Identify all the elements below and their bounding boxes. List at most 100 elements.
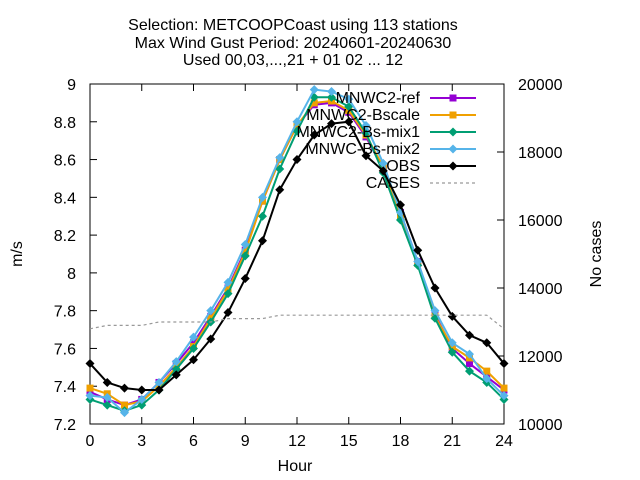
chart-title-line: Selection: METCOOPCoast using 113 statio…: [128, 17, 458, 34]
data-point: [171, 370, 181, 380]
series-mnwc2-bs-mix1: [85, 92, 509, 416]
y2-tick-label: 20000: [518, 77, 563, 94]
data-point: [447, 347, 457, 357]
data-point: [430, 306, 440, 316]
y-tick-label: 8.2: [54, 228, 76, 245]
y2-tick-label: 10000: [518, 417, 563, 434]
data-point: [500, 384, 508, 392]
y-axis-label: m/s: [9, 241, 26, 267]
y-tick-label: 7.8: [54, 304, 76, 321]
data-point: [137, 400, 147, 410]
data-point: [189, 355, 198, 365]
x-tick-label: 6: [189, 433, 198, 450]
data-point: [378, 166, 388, 176]
data-point: [466, 360, 473, 368]
data-point: [206, 306, 216, 316]
series-mnwc2-bscale: [86, 97, 508, 409]
data-point: [344, 117, 354, 127]
data-point: [85, 359, 95, 369]
data-point: [120, 383, 129, 393]
series-obs: [85, 117, 509, 395]
data-point: [430, 283, 440, 293]
data-point: [465, 349, 474, 359]
y2-axis-label: No cases: [588, 221, 605, 288]
data-point: [292, 117, 302, 127]
legend-marker: [449, 94, 457, 102]
data-point: [258, 236, 267, 246]
data-point: [171, 357, 181, 367]
data-point: [344, 94, 354, 104]
data-point: [137, 385, 147, 395]
legend-marker: [448, 144, 458, 154]
data-point: [120, 408, 129, 418]
data-point: [361, 121, 371, 131]
series-line: [89, 100, 505, 407]
data-point: [447, 338, 457, 348]
data-point: [223, 308, 233, 318]
data-point: [361, 151, 371, 161]
data-point: [258, 192, 267, 202]
data-point: [447, 311, 457, 321]
data-point: [223, 277, 233, 287]
data-point: [171, 364, 181, 374]
y2-tick-label: 12000: [518, 349, 563, 366]
legend-marker: [448, 127, 458, 137]
data-point: [206, 334, 216, 344]
data-point: [154, 385, 164, 395]
data-point: [327, 92, 336, 102]
y-tick-label: 7.2: [54, 417, 76, 434]
legend-label: MNWC2-ref: [336, 90, 421, 107]
data-point: [327, 119, 336, 129]
series-mnwc-bs-mix2: [85, 85, 509, 418]
legend-label: OBS: [386, 158, 420, 175]
legend-label: CASES: [366, 175, 420, 192]
chart-title-line: Max Wind Gust Period: 20240601-20240630: [135, 35, 452, 52]
y-tick-label: 8.6: [54, 153, 76, 170]
y2-tick-label: 14000: [518, 281, 563, 298]
data-point: [482, 338, 492, 348]
data-point: [465, 330, 474, 340]
data-point: [310, 99, 318, 107]
data-point: [85, 391, 95, 401]
data-point: [499, 391, 509, 401]
y-axis-ticks: 7.2 7.4 7.6 7.8 8 8.2 8.4 8.6 8.8 9: [54, 77, 97, 434]
data-point: [190, 339, 197, 347]
data-point: [292, 155, 302, 165]
y-tick-label: 8.4: [54, 190, 76, 207]
data-point: [327, 87, 336, 97]
x-tick-label: 15: [340, 433, 358, 450]
data-point: [482, 374, 492, 384]
x-tick-label: 18: [392, 433, 410, 450]
data-point: [309, 85, 319, 95]
legend-label: MNWC2-Bs-mix1: [296, 124, 420, 141]
data-point: [102, 400, 112, 410]
data-point: [240, 274, 250, 284]
data-point: [309, 130, 319, 140]
x-tick-label: 3: [137, 433, 146, 450]
series-layer: [85, 85, 509, 418]
legend-label: MNWC-Bs-mix2: [305, 141, 420, 158]
data-point: [378, 158, 388, 168]
data-point: [396, 200, 405, 210]
y-tick-label: 9: [67, 77, 76, 94]
data-point: [154, 377, 164, 387]
data-point: [483, 367, 491, 375]
data-point: [137, 394, 147, 404]
data-point: [240, 240, 250, 250]
y2-tick-label: 18000: [518, 145, 563, 162]
y-tick-label: 7.4: [54, 379, 76, 396]
data-point: [275, 153, 285, 163]
data-point: [102, 377, 112, 387]
x-tick-label: 12: [288, 433, 306, 450]
chart-title: Selection: METCOOPCoast using 113 statio…: [128, 17, 458, 69]
legend-label: MNWC2-Bscale: [306, 107, 420, 124]
data-point: [258, 211, 267, 221]
data-point: [465, 366, 474, 376]
data-point: [413, 257, 423, 267]
y-tick-label: 7.6: [54, 341, 76, 358]
data-point: [413, 245, 423, 255]
data-point: [189, 343, 198, 353]
y2-tick-label: 16000: [518, 213, 563, 230]
legend-marker: [449, 111, 457, 119]
